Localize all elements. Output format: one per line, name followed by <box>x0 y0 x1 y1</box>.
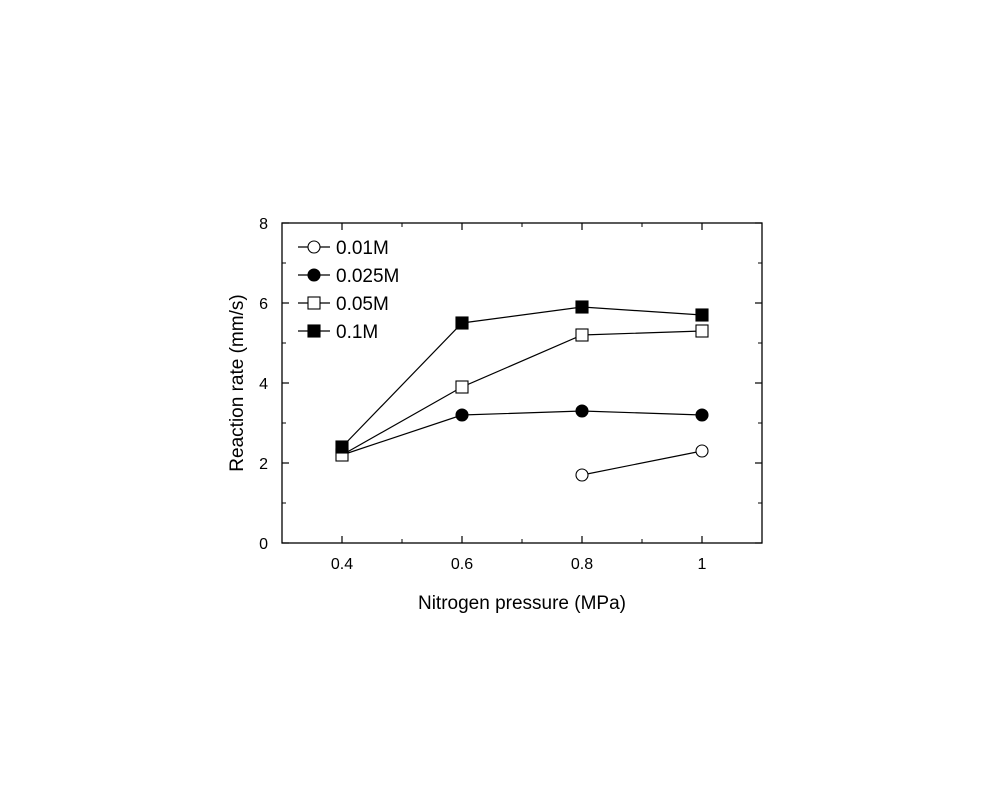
legend-item: 0.05M <box>298 294 389 315</box>
series-line <box>582 451 702 475</box>
data-point <box>696 325 708 337</box>
data-point <box>456 381 468 393</box>
y-tick-label: 4 <box>259 376 268 393</box>
data-point <box>696 309 708 321</box>
y-tick-label: 6 <box>259 296 268 313</box>
series-line <box>342 411 702 455</box>
y-tick-label: 0 <box>259 536 268 553</box>
data-point <box>696 409 708 421</box>
legend-label: 0.01M <box>336 238 389 259</box>
data-point <box>576 405 588 417</box>
series-0.025M <box>336 405 708 461</box>
series-0.1M <box>336 301 708 453</box>
legend-item: 0.01M <box>298 238 389 259</box>
y-axis-label: Reaction rate (mm/s) <box>227 294 248 471</box>
series-0.05M <box>336 325 708 461</box>
legend-marker <box>308 241 320 253</box>
legend-label: 0.1M <box>336 322 378 343</box>
data-point <box>576 301 588 313</box>
x-tick-label: 1 <box>698 556 707 573</box>
legend-item: 0.1M <box>298 322 378 343</box>
data-point <box>336 441 348 453</box>
series-0.01M <box>576 445 708 481</box>
legend: 0.01M 0.025M 0.05M 0.1M <box>298 238 399 343</box>
data-point <box>456 317 468 329</box>
data-point <box>576 329 588 341</box>
legend-marker <box>308 269 320 281</box>
legend-marker <box>308 325 320 337</box>
legend-marker <box>308 297 320 309</box>
x-axis-label: Nitrogen pressure (MPa) <box>418 593 626 614</box>
legend-label: 0.05M <box>336 294 389 315</box>
legend-item: 0.025M <box>298 266 399 287</box>
data-point <box>696 445 708 457</box>
legend-label: 0.025M <box>336 266 399 287</box>
y-tick-label: 8 <box>259 216 268 233</box>
data-point <box>456 409 468 421</box>
data-point <box>576 469 588 481</box>
y-tick-label: 2 <box>259 456 268 473</box>
x-tick-label: 0.8 <box>571 556 593 573</box>
series-line <box>342 307 702 447</box>
x-tick-label: 0.6 <box>451 556 473 573</box>
x-tick-label: 0.4 <box>331 556 353 573</box>
